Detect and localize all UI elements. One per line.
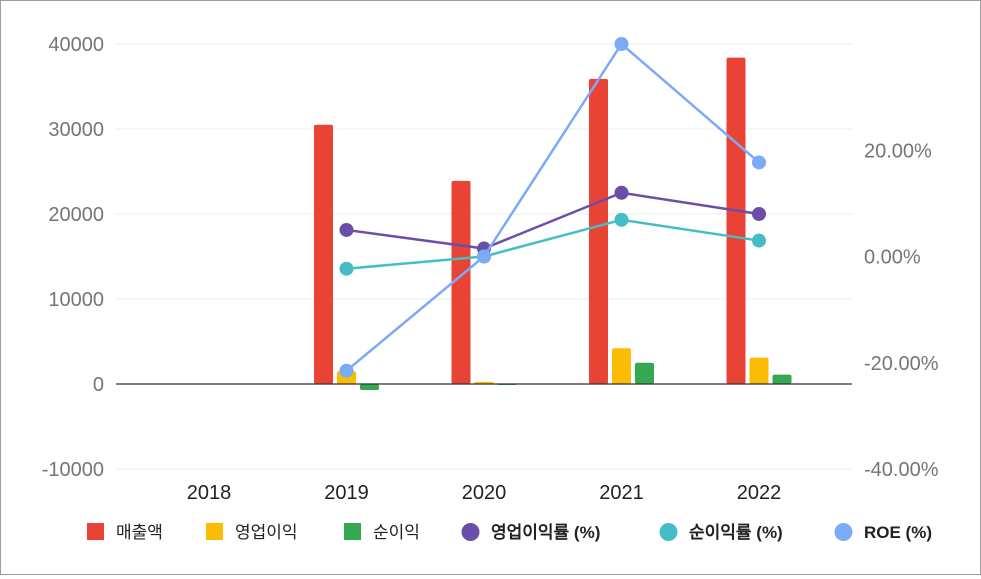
left-axis-tick-label: -10000 — [42, 459, 104, 481]
legend-label: 영업이익률 (%) — [491, 523, 600, 542]
legend-swatch — [344, 523, 361, 540]
x-axis-tick-label: 2020 — [462, 482, 507, 504]
legend-swatch — [206, 523, 223, 540]
x-axis-tick-label: 2019 — [324, 482, 369, 504]
right-axis-tick-label: -40.00% — [864, 459, 939, 481]
right-axis: 20.00% 0.00% -20.00% -40.00% — [864, 140, 939, 481]
left-axis-tick-label: 0 — [93, 374, 104, 396]
line-series-2 — [346, 218, 760, 270]
bar-3 — [772, 374, 792, 384]
bars — [314, 57, 792, 390]
line-point-2 — [752, 233, 766, 248]
line-point-2 — [339, 261, 354, 276]
legend-label: 매출액 — [116, 523, 163, 542]
line-point-3 — [752, 155, 766, 170]
legend-swatch — [87, 523, 104, 540]
left-axis-tick-label: 20000 — [48, 204, 104, 226]
left-axis-tick-label: 40000 — [48, 34, 104, 56]
x-axis-tick-label: 2021 — [599, 482, 644, 504]
legend-item: 순이익 — [344, 523, 420, 542]
right-axis-tick-label: 0.00% — [864, 247, 921, 269]
right-axis-tick-label: -20.00% — [864, 353, 939, 375]
bar-3 — [635, 362, 654, 384]
bar-1 — [589, 78, 608, 384]
line-point-1 — [752, 207, 766, 221]
line-point-1 — [339, 222, 354, 237]
bar-1 — [451, 180, 471, 384]
legend: 매출액 영업이익 순이익 영업이익률 (%) 순이익률 (%) ROE (%) — [87, 523, 932, 542]
bar-3 — [360, 384, 379, 390]
left-axis: 40000 30000 20000 10000 0 -10000 — [42, 34, 104, 481]
bar-2 — [749, 357, 769, 384]
legend-label: 순이익률 (%) — [689, 523, 783, 542]
lines — [339, 37, 766, 378]
legend-item: ROE (%) — [834, 523, 932, 542]
legend-label: ROE (%) — [864, 523, 932, 542]
line-point-2 — [614, 212, 629, 227]
left-axis-tick-label: 10000 — [48, 289, 104, 311]
right-axis-tick-label: 20.00% — [864, 140, 932, 162]
x-axis: 2018 2019 2020 2021 2022 — [187, 482, 782, 504]
line-point-1 — [614, 185, 629, 200]
legend-item: 매출액 — [87, 523, 163, 542]
legend-label: 영업이익 — [235, 523, 298, 542]
line-point-3 — [477, 249, 491, 264]
line-series-1 — [346, 191, 760, 250]
legend-swatch — [461, 523, 480, 541]
line-series-3 — [345, 42, 760, 372]
bar-1 — [314, 124, 333, 384]
legend-item: 영업이익 — [206, 523, 298, 542]
x-axis-tick-label: 2022 — [737, 482, 782, 504]
legend-swatch — [659, 523, 678, 541]
left-axis-tick-label: 30000 — [48, 119, 104, 141]
legend-item: 순이익률 (%) — [659, 523, 783, 542]
line-point-3 — [339, 363, 354, 378]
line-point-3 — [614, 37, 629, 51]
x-axis-tick-label: 2018 — [187, 482, 232, 504]
bar-2 — [612, 348, 631, 384]
legend-label: 순이익 — [373, 523, 420, 542]
legend-item: 영업이익률 (%) — [461, 523, 600, 542]
bar-1 — [726, 57, 746, 384]
legend-swatch — [834, 523, 853, 541]
